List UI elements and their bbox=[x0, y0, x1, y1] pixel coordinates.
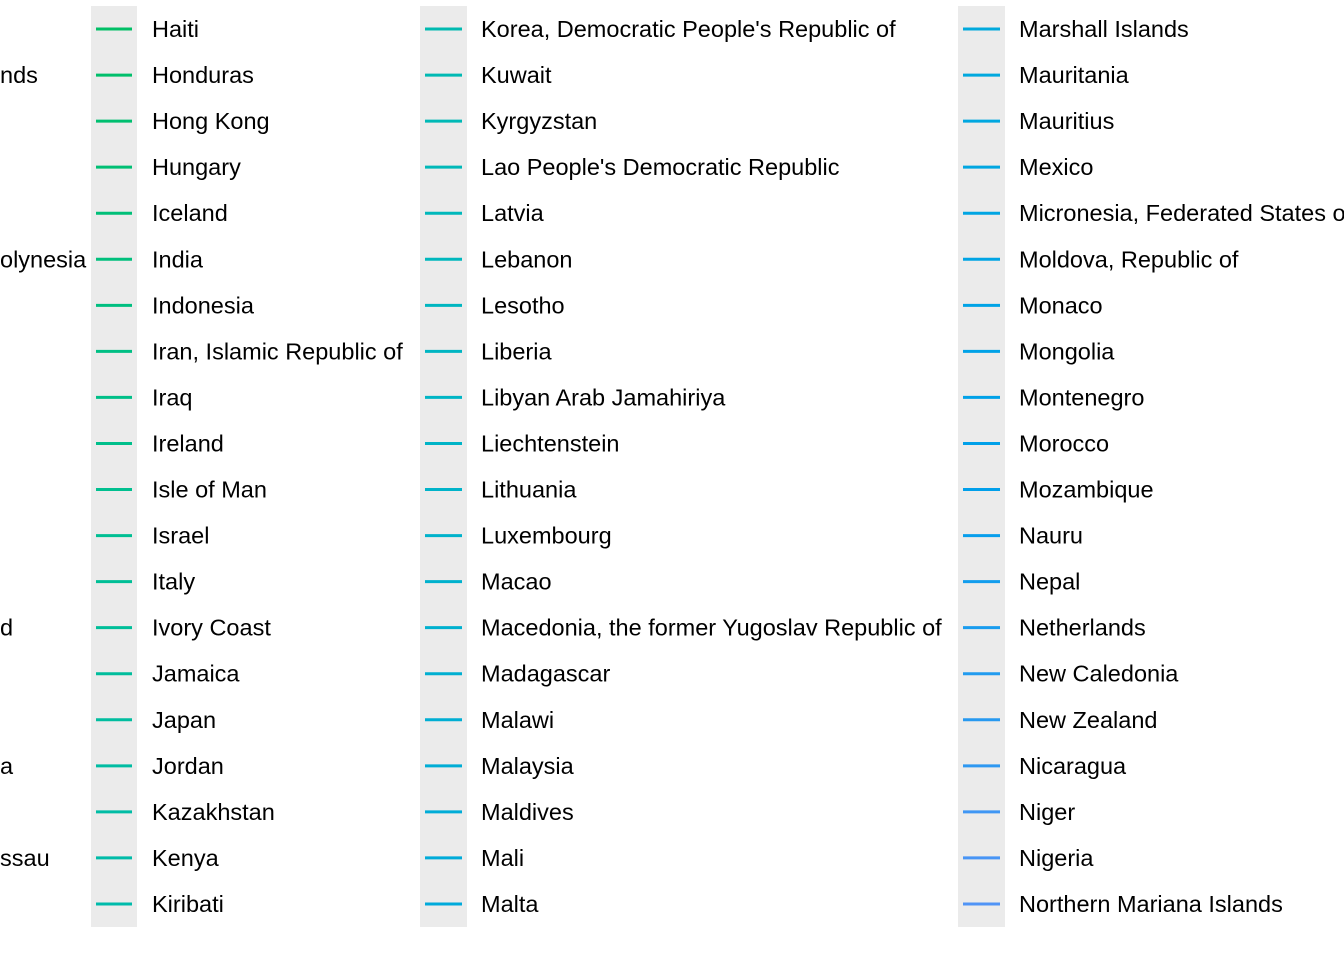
legend-entry-label: Isle of Man bbox=[152, 477, 267, 503]
legend-entry-label: Lithuania bbox=[481, 477, 577, 503]
legend-entry-label: Nepal bbox=[1019, 569, 1080, 595]
legend-key-background bbox=[420, 6, 467, 927]
legend-entry-label: Morocco bbox=[1019, 430, 1109, 456]
legend-entry-label: Liechtenstein bbox=[481, 430, 620, 456]
legend-entry-label: Honduras bbox=[152, 62, 254, 88]
legend-entry-label: Jamaica bbox=[152, 661, 240, 687]
legend-key-background bbox=[958, 6, 1005, 927]
legend-entry-label: Japan bbox=[152, 707, 216, 733]
legend-entry-label: Mali bbox=[481, 845, 524, 871]
legend-entry-label: India bbox=[152, 246, 204, 272]
legend-entry-label: Liberia bbox=[481, 338, 552, 364]
legend-entry-label: Kazakhstan bbox=[152, 799, 275, 825]
legend-entry-label: Iceland bbox=[152, 200, 228, 226]
legend-entry-label: Mongolia bbox=[1019, 338, 1115, 364]
legend-entry-label: Hungary bbox=[152, 154, 241, 180]
legend-entry-label: Mozambique bbox=[1019, 477, 1154, 503]
legend-entry-label: Malawi bbox=[481, 707, 554, 733]
legend-entry-label: Nigeria bbox=[1019, 845, 1094, 871]
legend-entry-label: Kiribati bbox=[152, 891, 224, 917]
legend-entry-label: Libyan Arab Jamahiriya bbox=[481, 384, 726, 410]
legend-entry-label: Nicaragua bbox=[1019, 753, 1127, 779]
legend-entry-label: Mauritius bbox=[1019, 108, 1114, 134]
legend-entry-label: Nauru bbox=[1019, 523, 1083, 549]
legend-entry-label: New Zealand bbox=[1019, 707, 1157, 733]
legend-entry-label: Kuwait bbox=[481, 62, 552, 88]
legend-entry-label: Macedonia, the former Yugoslav Republic … bbox=[481, 615, 942, 641]
legend-entry-label: Hong Kong bbox=[152, 108, 270, 134]
legend-entry-label: Kenya bbox=[152, 845, 220, 871]
legend-entry-label: Mauritania bbox=[1019, 62, 1130, 88]
legend-entry-label: Haiti bbox=[152, 16, 199, 42]
legend-entry-label: Malaysia bbox=[481, 753, 575, 779]
legend-entry-label: Ivory Coast bbox=[152, 615, 271, 641]
legend-entry-label: Iraq bbox=[152, 384, 193, 410]
legend-column-2: Korea, Democratic People's Republic of Ku… bbox=[420, 6, 942, 927]
legend-entry-label: nds bbox=[0, 62, 38, 88]
legend-column-3: Marshall Islands Mauritania Mauritius Mexic… bbox=[958, 6, 1344, 927]
legend-entry-label: a bbox=[0, 753, 14, 779]
legend-entry-label: d bbox=[0, 615, 13, 641]
legend-entry-label: Luxembourg bbox=[481, 523, 612, 549]
legend-entry-label: Kyrgyzstan bbox=[481, 108, 597, 134]
legend-entry-label: ssau bbox=[0, 845, 50, 871]
legend-entry-label: Italy bbox=[152, 569, 195, 595]
legend-key-background bbox=[91, 6, 137, 927]
legend-entry-label: Jordan bbox=[152, 753, 224, 779]
legend-entry-label: Korea, Democratic People's Republic of bbox=[481, 16, 896, 42]
legend-entry-label: Lesotho bbox=[481, 292, 565, 318]
legend-entry-label: Ireland bbox=[152, 430, 224, 456]
legend-entry-label: Madagascar bbox=[481, 661, 610, 687]
legend-entry-label: Mexico bbox=[1019, 154, 1093, 180]
legend-entry-label: Maldives bbox=[481, 799, 574, 825]
legend-entry-label: Malta bbox=[481, 891, 539, 917]
legend-entry-label: Latvia bbox=[481, 200, 545, 226]
legend-entry-label: Macao bbox=[481, 569, 552, 595]
legend-entry-label: Netherlands bbox=[1019, 615, 1146, 641]
legend-entry-label: Iran, Islamic Republic of bbox=[152, 338, 403, 364]
legend-entry-label: Indonesia bbox=[152, 292, 255, 318]
legend-entry-label: Micronesia, Federated States of bbox=[1019, 200, 1344, 226]
legend-column-0: nds olynesia d a ssau bbox=[0, 62, 87, 871]
legend-entry-label: Niger bbox=[1019, 799, 1075, 825]
legend-entry-label: Israel bbox=[152, 523, 209, 549]
legend-entry-label: Lebanon bbox=[481, 246, 573, 272]
legend-entry-label: Lao People's Democratic Republic bbox=[481, 154, 840, 180]
legend-entry-label: New Caledonia bbox=[1019, 661, 1179, 687]
legend-entry-label: olynesia bbox=[0, 246, 87, 272]
legend-entry-label: Marshall Islands bbox=[1019, 16, 1189, 42]
legend-column-1: Haiti Honduras Hong Kong Hungary Iceland Indi… bbox=[91, 6, 403, 927]
legend-entry-label: Montenegro bbox=[1019, 384, 1144, 410]
legend-entry-label: Monaco bbox=[1019, 292, 1103, 318]
legend-entry-label: Moldova, Republic of bbox=[1019, 246, 1239, 272]
legend-entry-label: Northern Mariana Islands bbox=[1019, 891, 1283, 917]
